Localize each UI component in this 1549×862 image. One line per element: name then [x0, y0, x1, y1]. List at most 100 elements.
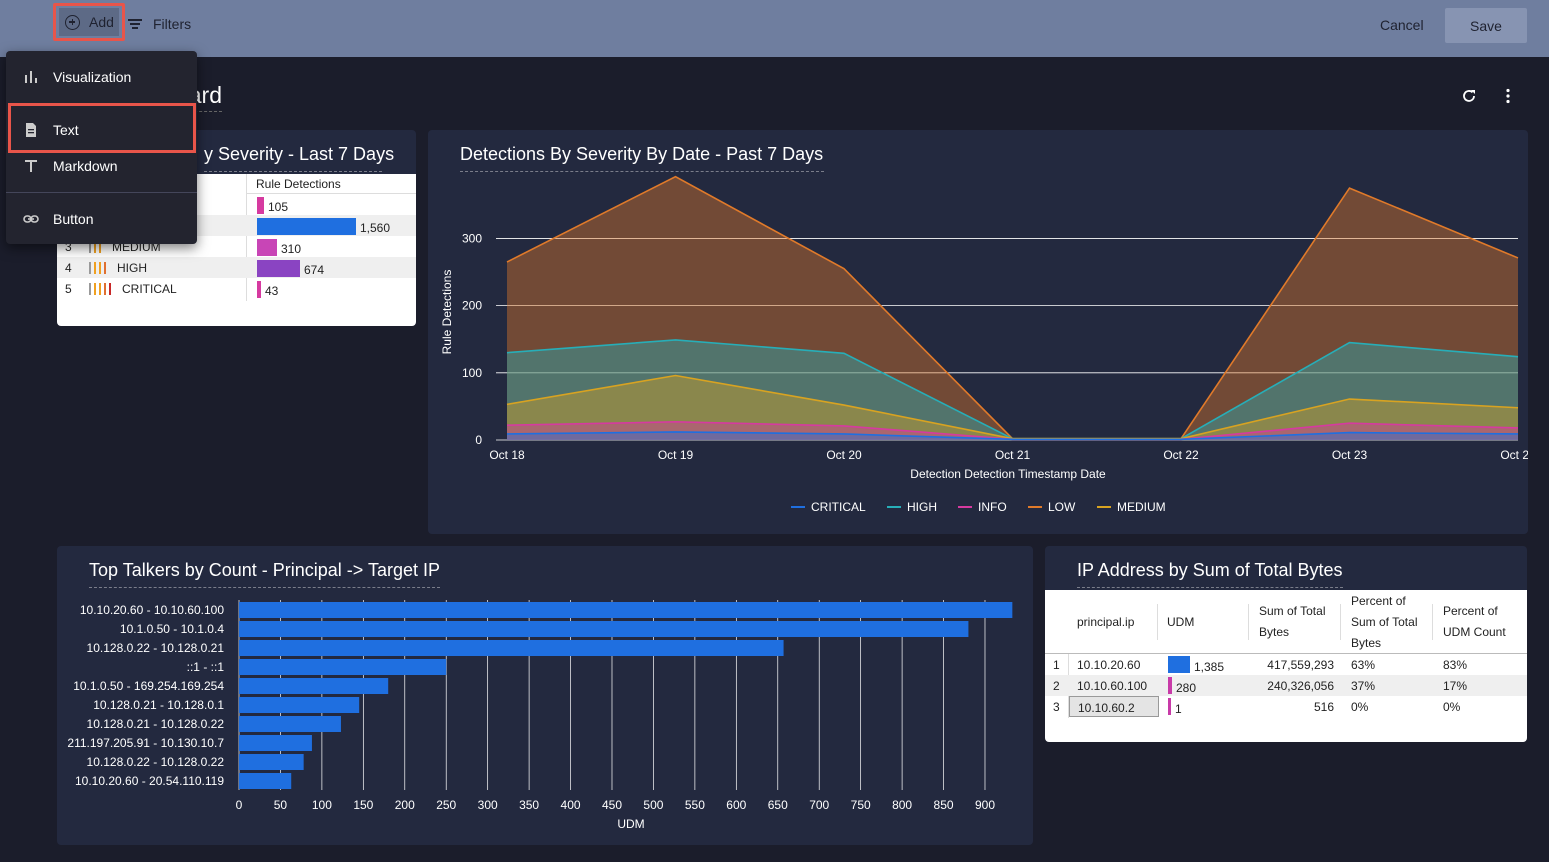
filters-button[interactable]: Filters — [128, 16, 191, 32]
cancel-button[interactable]: Cancel — [1380, 17, 1424, 33]
legend-label[interactable]: MEDIUM — [1117, 500, 1166, 514]
udm-bar — [1168, 677, 1172, 694]
table-row[interactable]: 4 HIGH 674 — [57, 257, 416, 278]
bar[interactable] — [239, 735, 312, 751]
header-percent-udm-count[interactable]: Percent of UDM Count — [1443, 604, 1506, 639]
table-row[interactable]: 105 — [57, 194, 416, 215]
talkers-card: Top Talkers by Count - Principal -> Targ… — [57, 546, 1033, 845]
bar[interactable] — [239, 678, 389, 694]
menu-item-label: Text — [53, 122, 79, 138]
bytes-value: 417,559,293 — [1267, 658, 1334, 672]
value-label: 674 — [304, 263, 325, 277]
bar[interactable] — [239, 697, 360, 713]
row-index: 1 — [1053, 658, 1060, 672]
talkers-bar-chart: 0 50 100 150 200 250 300 350 400 450 500 550 600 650 7… — [67, 600, 1013, 831]
table-row[interactable]: 2 10.10.60.100 280 240,326,056 37% 17% — [1045, 675, 1527, 696]
bar[interactable] — [239, 640, 784, 656]
refresh-icon[interactable] — [1461, 88, 1477, 104]
text-t-icon — [25, 160, 37, 172]
y-tick-label: 300 — [462, 231, 482, 245]
severity-name: HIGH — [117, 261, 147, 275]
add-button[interactable]: Add — [59, 8, 119, 36]
x-tick-label: 0 — [236, 798, 243, 812]
table-row[interactable]: 5 CRITICAL 43 — [57, 278, 416, 299]
row-index: 3 — [1053, 700, 1060, 714]
legend-label[interactable]: HIGH — [907, 500, 937, 514]
menu-separator — [6, 192, 197, 193]
x-tick-label: 400 — [561, 798, 581, 812]
bar[interactable] — [239, 621, 969, 637]
bar[interactable] — [239, 773, 292, 789]
bytes-value: 516 — [1313, 700, 1334, 714]
x-tick-label: 650 — [768, 798, 788, 812]
detections-card-title: Detections By Severity By Date - Past 7 … — [460, 144, 824, 172]
y-tick-label: 10.10.20.60 - 10.10.60.100 — [80, 603, 224, 617]
value-label: 1,560 — [360, 221, 391, 235]
area-critical — [507, 431, 1518, 440]
line-critical[interactable] — [506, 431, 1519, 441]
table-row[interactable]: 3 10.10.60.2 1 516 0% 0% — [1045, 696, 1527, 717]
y-tick-label: 211.197.205.91 - 10.130.10.7 — [67, 736, 224, 750]
save-button[interactable]: Save — [1445, 8, 1527, 43]
table-row[interactable]: 1 10.10.20.60 1,385 417,559,293 63% 83% — [1045, 654, 1527, 675]
ip-table: principal.ip UDM Sum of Total Bytes Perc… — [1045, 590, 1527, 742]
row-index: 5 — [65, 282, 72, 296]
value-bar — [257, 218, 356, 235]
severity-level-icon — [89, 283, 111, 295]
bar[interactable] — [239, 754, 304, 770]
pct-udm-value: 17% — [1443, 679, 1468, 693]
y-tick-label: 10.128.0.22 - 10.128.0.21 — [87, 641, 225, 655]
x-tick-label: 900 — [975, 798, 995, 812]
udm-bar — [1168, 656, 1190, 673]
bar[interactable] — [239, 716, 341, 732]
x-tick-label: Oct 19 — [658, 448, 694, 462]
header-sum-total-bytes[interactable]: Sum of Total Bytes — [1259, 604, 1326, 639]
y-axis-title: Rule Detections — [440, 270, 454, 355]
x-tick-label: 350 — [519, 798, 539, 812]
x-tick-label: Oct 22 — [1163, 448, 1199, 462]
value-bar — [257, 260, 300, 277]
x-axis-title: Detection Detection Timestamp Date — [910, 467, 1106, 481]
udm-bar — [1168, 698, 1171, 715]
filters-label: Filters — [153, 16, 192, 32]
y-tick-label: 100 — [462, 366, 482, 380]
legend-label[interactable]: INFO — [978, 500, 1007, 514]
x-tick-label: 600 — [726, 798, 746, 812]
value-bar — [257, 281, 261, 298]
menu-item-button[interactable]: Button — [6, 201, 197, 237]
header-percent-sum-bytes[interactable]: Percent of Sum of Total Bytes — [1351, 593, 1418, 650]
add-button-highlight[interactable]: Add — [53, 3, 125, 41]
severity-level-icon — [89, 241, 101, 253]
menu-item-label: Button — [53, 211, 94, 227]
y-tick-label: 0 — [475, 433, 482, 447]
header-principal-ip[interactable]: principal.ip — [1077, 614, 1135, 629]
menu-item-text[interactable]: Text — [6, 112, 197, 148]
ip-cell[interactable]: 10.10.60.100 — [1077, 679, 1148, 693]
more-vert-icon[interactable] — [1503, 88, 1513, 104]
severity-card-title: y Severity - Last 7 Days — [204, 144, 394, 172]
toolbar: Add Filters Cancel Save — [0, 0, 1549, 57]
bar[interactable] — [239, 602, 1013, 618]
ip-cell[interactable]: 10.10.20.60 — [1077, 658, 1141, 672]
legend-label[interactable]: CRITICAL — [811, 500, 866, 514]
link-icon — [23, 215, 39, 223]
x-tick-label: 800 — [892, 798, 912, 812]
x-axis-title: UDM — [617, 817, 644, 831]
legend-label[interactable]: LOW — [1048, 500, 1076, 514]
ip-card: IP Address by Sum of Total Bytes princip… — [1045, 546, 1527, 742]
y-tick-label: 10.128.0.22 - 10.128.0.22 — [87, 755, 225, 769]
detections-card: Detections By Severity By Date - Past 7 … — [428, 130, 1528, 534]
bar[interactable] — [239, 659, 447, 675]
menu-item-markdown[interactable]: Markdown — [6, 148, 197, 184]
pct-udm-value: 0% — [1443, 700, 1461, 714]
bytes-value: 240,326,056 — [1267, 679, 1334, 693]
ip-cell[interactable]: 10.10.60.2 — [1069, 696, 1159, 717]
x-tick-label: 100 — [312, 798, 332, 812]
header-udm[interactable]: UDM — [1167, 614, 1195, 629]
value-bar — [257, 239, 277, 256]
add-button-label: Add — [89, 14, 114, 30]
row-index: 4 — [65, 261, 72, 275]
menu-item-visualization[interactable]: Visualization — [6, 59, 197, 95]
ip-card-title: IP Address by Sum of Total Bytes — [1077, 560, 1343, 588]
x-tick-label: 700 — [809, 798, 829, 812]
